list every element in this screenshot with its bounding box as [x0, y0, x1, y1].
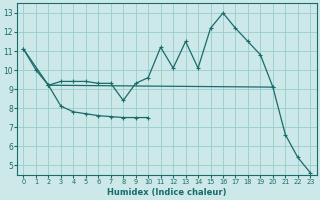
X-axis label: Humidex (Indice chaleur): Humidex (Indice chaleur): [107, 188, 227, 197]
